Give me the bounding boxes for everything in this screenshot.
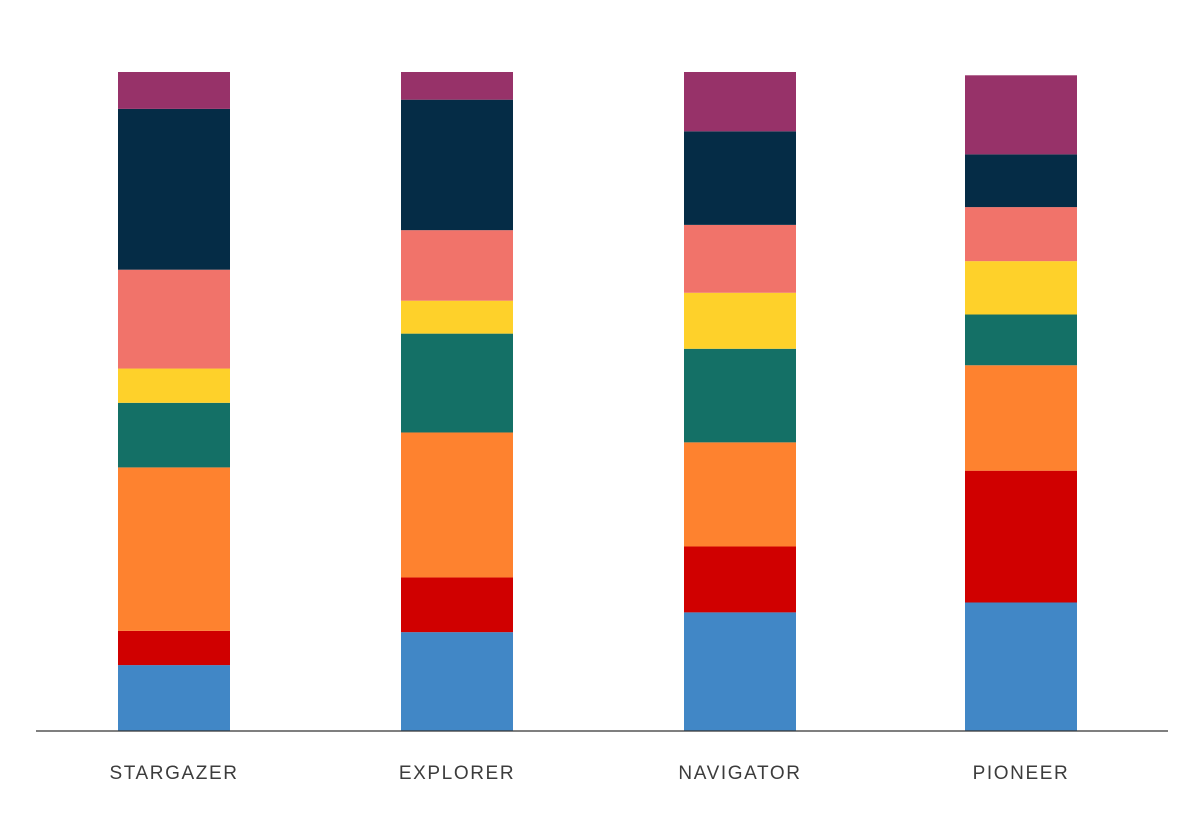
- bar-segment: [684, 72, 796, 132]
- bar-segment: [118, 665, 230, 731]
- bar-segment: [401, 632, 513, 731]
- bar-segment: [401, 72, 513, 100]
- bar-segment: [401, 300, 513, 334]
- bar-stack-navigator: [684, 72, 796, 731]
- x-tick-label: PIONEER: [973, 763, 1070, 784]
- bar-segment: [401, 577, 513, 633]
- bar-segment: [965, 154, 1077, 208]
- bar-stack-explorer: [401, 72, 513, 731]
- x-tick-label: NAVIGATOR: [678, 763, 801, 784]
- bar-segment: [684, 348, 796, 443]
- bar-segment: [684, 612, 796, 731]
- bar-segment: [965, 314, 1077, 366]
- bar-segment: [684, 292, 796, 349]
- x-tick-labels: STARGAZER EXPLORER NAVIGATOR PIONEER: [109, 763, 1070, 784]
- bar-segment: [118, 630, 230, 666]
- bar-stack-pioneer: [965, 75, 1077, 731]
- bars-layer: [118, 72, 1077, 731]
- bar-segment: [965, 365, 1077, 471]
- bar-segment: [118, 269, 230, 369]
- bar-segment: [965, 207, 1077, 262]
- bar-segment: [965, 470, 1077, 603]
- bar-segment: [965, 75, 1077, 155]
- x-tick-label: EXPLORER: [399, 763, 515, 784]
- bar-segment: [118, 72, 230, 109]
- bar-segment: [965, 602, 1077, 731]
- bar-segment: [118, 402, 230, 468]
- bar-segment: [684, 224, 796, 293]
- bar-segment: [118, 108, 230, 270]
- bar-segment: [684, 546, 796, 613]
- bar-segment: [401, 432, 513, 578]
- bar-segment: [684, 131, 796, 225]
- bar-segment: [401, 333, 513, 433]
- bar-segment: [401, 99, 513, 231]
- bar-segment: [684, 442, 796, 547]
- bar-segment: [965, 261, 1077, 315]
- bar-segment: [401, 230, 513, 301]
- bar-segment: [118, 467, 230, 631]
- x-tick-label: STARGAZER: [109, 763, 238, 784]
- bar-segment: [118, 368, 230, 403]
- bar-stack-stargazer: [118, 72, 230, 731]
